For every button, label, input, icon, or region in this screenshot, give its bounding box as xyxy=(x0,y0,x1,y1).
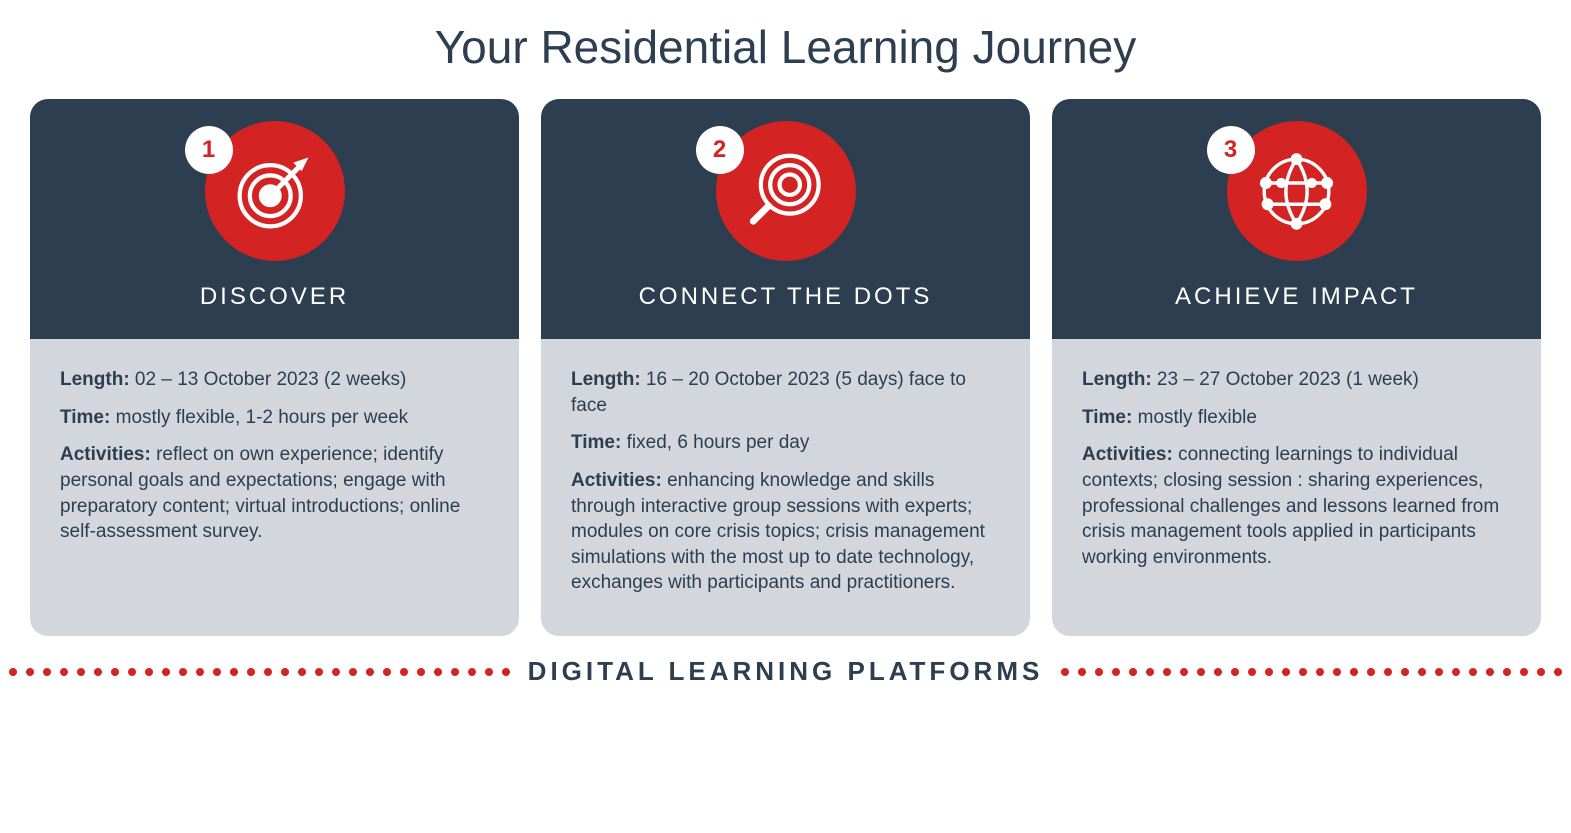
length-value: 23 – 27 October 2023 (1 week) xyxy=(1152,369,1419,390)
magnifier-icon xyxy=(743,149,828,234)
card-title: ACHIEVE IMPACT xyxy=(1175,283,1418,311)
length-row: Length: 02 – 13 October 2023 (2 weeks) xyxy=(60,367,489,393)
length-label: Length: xyxy=(60,369,130,390)
length-row: Length: 16 – 20 October 2023 (5 days) fa… xyxy=(571,367,1000,418)
dots-line-left xyxy=(0,668,510,676)
card-body: Length: 16 – 20 October 2023 (5 days) fa… xyxy=(541,339,1030,636)
time-row: Time: fixed, 6 hours per day xyxy=(571,430,1000,456)
page-title: Your Residential Learning Journey xyxy=(30,20,1541,74)
globe-network-icon xyxy=(1254,149,1339,234)
dots-line-right xyxy=(1061,668,1571,676)
card-header: 3 ACHIEVE IMPACT xyxy=(1052,99,1541,339)
card-body: Length: 02 – 13 October 2023 (2 weeks) T… xyxy=(30,339,519,636)
length-label: Length: xyxy=(1082,369,1152,390)
footer-text: DIGITAL LEARNING PLATFORMS xyxy=(528,656,1044,687)
number-badge-2: 2 xyxy=(696,126,744,174)
icon-wrap: 3 xyxy=(1227,121,1367,261)
time-value: mostly flexible xyxy=(1132,407,1257,428)
arrow-wrap-left xyxy=(0,658,510,686)
activities-row: Activities: connecting learnings to indi… xyxy=(1082,442,1511,570)
cards-row: 1 DISCOVER Length: 02 – 13 October 2023 … xyxy=(30,99,1541,636)
card-header: 1 DISCOVER xyxy=(30,99,519,339)
target-icon xyxy=(232,149,317,234)
card-achieve: 3 ACHIEVE IMPACT Length: 23 – 27 October… xyxy=(1052,99,1541,636)
footer: DIGITAL LEARNING PLATFORMS xyxy=(30,656,1541,687)
activities-label: Activities: xyxy=(1082,444,1173,465)
card-connect: 2 CONNECT THE DOTS Length: 16 – 20 Octob… xyxy=(541,99,1030,636)
time-label: Time: xyxy=(571,432,621,453)
activities-row: Activities: enhancing knowledge and skil… xyxy=(571,468,1000,596)
icon-wrap: 2 xyxy=(716,121,856,261)
activities-label: Activities: xyxy=(60,444,151,465)
number-badge-1: 1 xyxy=(185,126,233,174)
arrow-wrap-right xyxy=(1061,658,1571,686)
card-header: 2 CONNECT THE DOTS xyxy=(541,99,1030,339)
card-title: CONNECT THE DOTS xyxy=(639,283,933,311)
time-value: mostly flexible, 1-2 hours per week xyxy=(110,407,408,428)
time-label: Time: xyxy=(1082,407,1132,428)
length-value: 02 – 13 October 2023 (2 weeks) xyxy=(130,369,407,390)
card-title: DISCOVER xyxy=(200,283,349,311)
number-badge-3: 3 xyxy=(1207,126,1255,174)
icon-wrap: 1 xyxy=(205,121,345,261)
length-label: Length: xyxy=(571,369,641,390)
time-label: Time: xyxy=(60,407,110,428)
length-row: Length: 23 – 27 October 2023 (1 week) xyxy=(1082,367,1511,393)
card-body: Length: 23 – 27 October 2023 (1 week) Ti… xyxy=(1052,339,1541,636)
card-discover: 1 DISCOVER Length: 02 – 13 October 2023 … xyxy=(30,99,519,636)
time-row: Time: mostly flexible, 1-2 hours per wee… xyxy=(60,405,489,431)
activities-label: Activities: xyxy=(571,470,662,491)
activities-row: Activities: reflect on own experience; i… xyxy=(60,442,489,545)
time-row: Time: mostly flexible xyxy=(1082,405,1511,431)
time-value: fixed, 6 hours per day xyxy=(621,432,809,453)
